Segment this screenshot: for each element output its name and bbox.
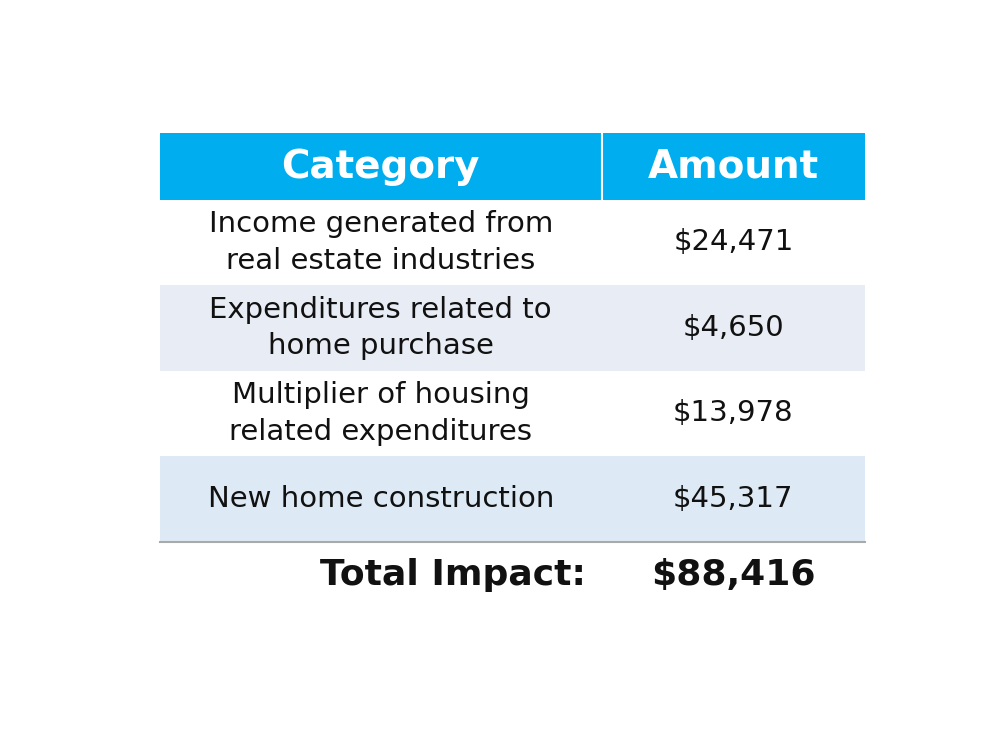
Bar <box>160 285 865 370</box>
Text: Total Impact:: Total Impact: <box>320 558 586 592</box>
Bar <box>160 134 865 200</box>
Text: $13,978: $13,978 <box>673 400 794 427</box>
Text: Expenditures related to
home purchase: Expenditures related to home purchase <box>209 296 552 360</box>
Bar <box>160 456 865 542</box>
Text: $4,650: $4,650 <box>683 314 784 342</box>
Text: $88,416: $88,416 <box>651 558 816 592</box>
Text: $24,471: $24,471 <box>673 229 794 256</box>
Bar <box>160 370 865 456</box>
Text: Multiplier of housing
related expenditures: Multiplier of housing related expenditur… <box>229 381 532 446</box>
Text: Income generated from
real estate industries: Income generated from real estate indust… <box>209 210 553 274</box>
Text: $45,317: $45,317 <box>673 484 794 513</box>
Bar <box>160 200 865 285</box>
Text: New home construction: New home construction <box>208 484 554 513</box>
Text: Category: Category <box>282 148 480 185</box>
Text: Amount: Amount <box>648 148 819 185</box>
